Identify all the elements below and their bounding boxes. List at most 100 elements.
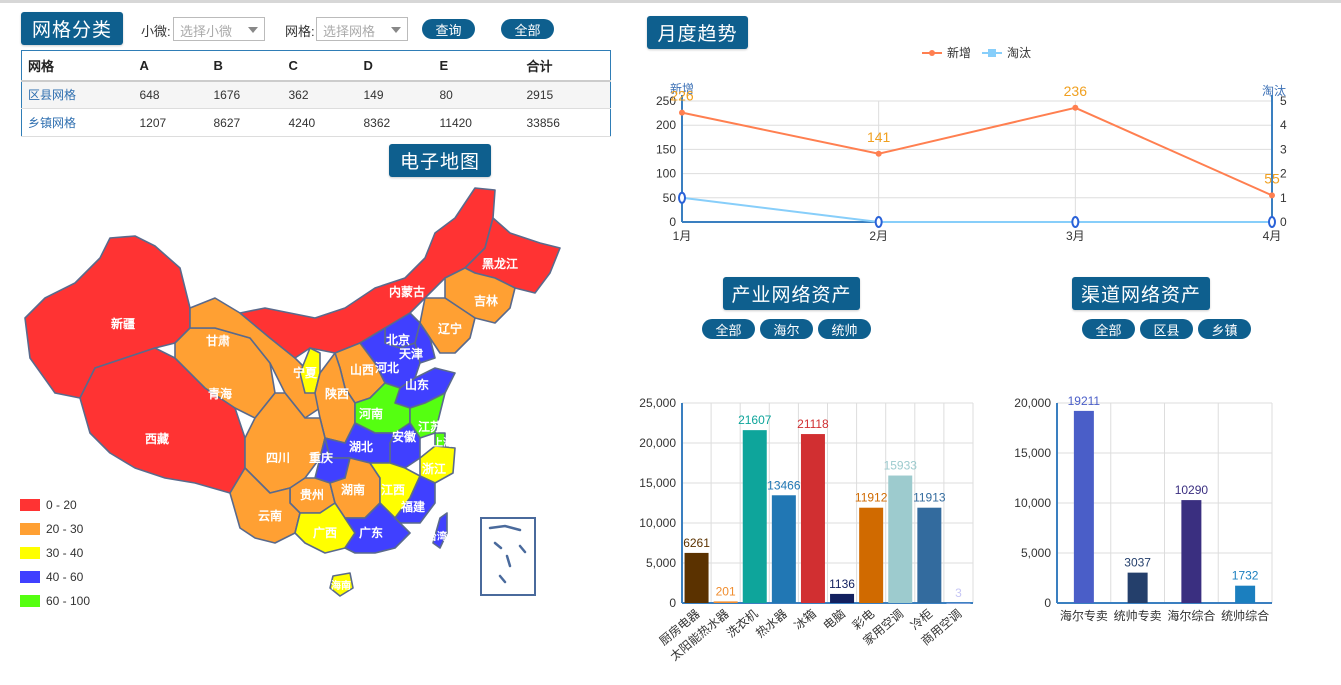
bar[interactable]: [888, 475, 913, 603]
channel-town-button[interactable]: 乡镇: [1198, 319, 1251, 339]
left-axis-name: 新增: [670, 81, 694, 96]
left-tick-label: 100: [656, 167, 676, 181]
bar[interactable]: [1181, 500, 1202, 603]
province-label: 江西: [381, 482, 405, 497]
right-tick-label: 5: [1280, 94, 1287, 108]
province-label: 河南: [358, 406, 383, 421]
bar[interactable]: [742, 430, 767, 603]
table-row[interactable]: 区县网格 648 1676 362 149 80 2915: [21, 80, 611, 109]
left-tick-label: 200: [656, 118, 676, 132]
province-label: 上海: [433, 436, 453, 449]
data-point[interactable]: [1269, 192, 1275, 199]
x-tick-label: 2月: [869, 229, 888, 243]
grid-name-cell[interactable]: 区县网格: [21, 80, 134, 109]
data-point[interactable]: [679, 109, 685, 116]
industry-chart[interactable]: 05,00010,00015,00020,00025,0006261厨房电器20…: [625, 388, 1005, 668]
left-tick-label: 250: [656, 94, 676, 108]
province-label: 天津: [399, 346, 423, 361]
right-tick-label: 4: [1280, 118, 1287, 132]
bar[interactable]: [830, 593, 855, 603]
bar[interactable]: [859, 507, 884, 603]
legend-swatch: [20, 523, 40, 535]
data-label: 1136: [829, 577, 855, 591]
province-label: 江苏: [418, 419, 442, 434]
table-row[interactable]: 乡镇网格 1207 8627 4240 8362 11420 33856: [21, 108, 611, 137]
table-cell: 648: [133, 80, 208, 109]
right-tick-label: 1: [1280, 191, 1287, 205]
channel-chart[interactable]: 0 5,000 10,000 15,000 20,000 19211 海尔专卖 3037 统帅专…: [1000, 383, 1300, 633]
data-label: 21607: [738, 413, 772, 427]
province-label: 海南: [331, 579, 351, 592]
province-yunnan[interactable]: [229, 467, 301, 544]
trend-chart[interactable]: 新增 淘汰 新增 淘汰 0 50 100 150 200 250 0 1 2 3 4 5 1月 2月 3月 4…: [640, 43, 1300, 243]
china-map[interactable]: 新疆 西藏 青海 甘肃 内蒙古 黑龙江 吉林 辽宁 北京 天津 河北 宁夏 山西…: [15, 178, 575, 608]
data-label: 3037: [1124, 556, 1151, 570]
bar[interactable]: [1127, 572, 1148, 603]
bar[interactable]: [800, 434, 825, 603]
data-point[interactable]: [1268, 216, 1276, 228]
channel-all-button[interactable]: 全部: [1082, 319, 1135, 339]
column-header: B: [207, 50, 283, 82]
data-label: 201: [716, 584, 736, 598]
province-label: 山东: [405, 377, 429, 392]
all-button[interactable]: 全部: [501, 19, 554, 39]
province-label: 黑龙江: [482, 256, 518, 271]
table-header-row: 网格 A B C D E 合计: [21, 50, 611, 82]
map-legend-item[interactable]: 40 - 60: [20, 570, 83, 584]
legend-label: 20 - 30: [46, 522, 84, 536]
grid-select[interactable]: 选择网格: [316, 17, 408, 41]
map-legend-item[interactable]: 0 - 20: [20, 498, 77, 512]
y-tick-label: 15,000: [639, 476, 676, 490]
data-point[interactable]: [875, 150, 882, 157]
industry-all-button[interactable]: 全部: [702, 319, 755, 339]
x-tick-label: 冰箱: [791, 606, 819, 633]
province-label: 广东: [359, 525, 383, 540]
right-tick-label: 2: [1280, 167, 1287, 181]
industry-tongshuai-button[interactable]: 统帅: [818, 319, 871, 339]
y-tick-label: 25,000: [639, 396, 676, 410]
map-legend-item[interactable]: 60 - 100: [20, 594, 90, 608]
bar[interactable]: [917, 507, 942, 603]
province-label: 安徽: [392, 429, 417, 444]
data-point[interactable]: [874, 216, 883, 228]
data-point[interactable]: [1072, 104, 1079, 111]
data-label: 19211: [1068, 394, 1101, 408]
channel-county-button[interactable]: 区县: [1140, 319, 1193, 339]
industry-haier-button[interactable]: 海尔: [760, 319, 813, 339]
x-tick-label: 统帅专卖: [1114, 608, 1162, 623]
data-point[interactable]: [1071, 216, 1080, 228]
xiaowei-select[interactable]: 选择小微: [173, 17, 265, 41]
data-point[interactable]: [678, 191, 686, 204]
province-label: 台湾: [427, 530, 447, 543]
table-cell: 4240: [282, 108, 358, 137]
x-tick-label: 3月: [1066, 229, 1085, 243]
x-tick-label: 热水器: [753, 607, 790, 641]
bar[interactable]: [1073, 410, 1094, 603]
column-header: D: [357, 50, 434, 82]
province-taiwan[interactable]: [432, 512, 448, 549]
province-label: 广西: [313, 525, 337, 540]
data-label: 10290: [1175, 483, 1209, 497]
legend-label: 0 - 20: [46, 498, 77, 512]
bar[interactable]: [946, 602, 971, 604]
column-header: 合计: [520, 50, 611, 82]
grid-name-cell[interactable]: 乡镇网格: [21, 108, 134, 137]
data-label: 141: [867, 129, 891, 145]
channel-panel-title: 渠道网络资产: [1072, 277, 1210, 310]
bar[interactable]: [713, 601, 738, 603]
province-hainan[interactable]: [329, 572, 354, 597]
data-label: 15933: [884, 459, 918, 473]
province-guangdong[interactable]: [344, 502, 411, 554]
query-button[interactable]: 查询: [422, 19, 475, 39]
map-legend-item[interactable]: 20 - 30: [20, 522, 83, 536]
bar[interactable]: [684, 552, 709, 603]
trend-legend[interactable]: 新增 淘汰: [922, 45, 1031, 60]
left-tick-label: 50: [663, 191, 677, 205]
province-label: 河北: [374, 360, 399, 375]
bar[interactable]: [1235, 585, 1256, 603]
x-tick-label: 4月: [1263, 229, 1282, 243]
map-legend-item[interactable]: 30 - 40: [20, 546, 83, 560]
province-label: 湖南: [341, 482, 365, 497]
province-shanghai[interactable]: [434, 432, 446, 447]
bar[interactable]: [771, 495, 796, 603]
